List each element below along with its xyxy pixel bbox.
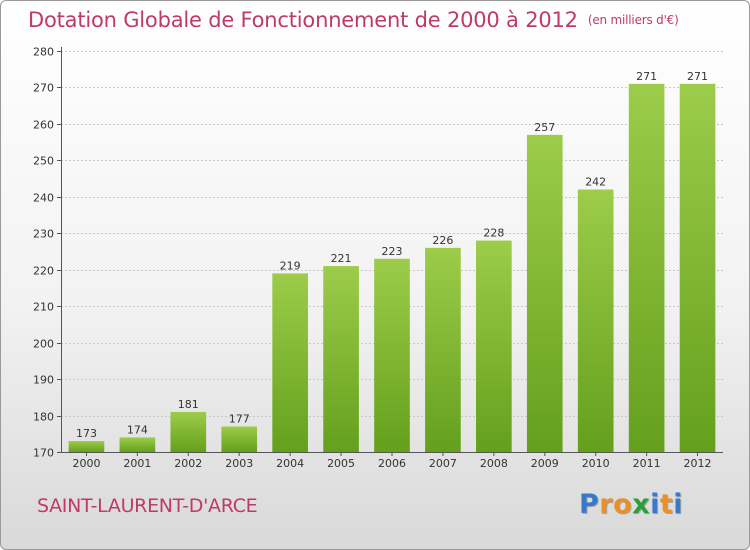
x-tick-label: 2008 [480,457,508,470]
bar-value-label: 242 [585,176,606,189]
bar [221,426,258,452]
y-tick-label: 210 [33,301,54,314]
y-tick-label: 260 [33,119,54,132]
logo-letter: i [673,489,684,520]
y-tick-label: 250 [33,155,54,168]
x-tick-label: 2004 [276,457,304,470]
y-tick-label: 230 [33,228,54,241]
y-tick-label: 280 [33,46,54,59]
y-tick-label: 200 [33,338,54,351]
x-tick-label: 2009 [531,457,559,470]
axes: 170 180 190 200 210 220 230 240 250 260 270 280 2000… [33,46,723,470]
bar-value-label: 271 [687,70,708,83]
y-tick-label: 270 [33,82,54,95]
bar [476,240,512,452]
bar [628,83,665,453]
y-tick-label: 170 [33,447,54,460]
x-tick-label: 2011 [633,457,661,470]
commune-name: SAINT-LAURENT-D'ARCE [37,495,258,517]
bar-value-label: 219 [280,259,301,272]
chart-title-text: Dotation Globale de Fonctionnement de 20… [28,8,578,32]
logo-letter: x [632,489,651,520]
bar-value-label: 257 [534,121,555,134]
bar [119,437,156,452]
y-tick-label: 180 [33,411,54,424]
logo-letter: P [579,489,600,520]
bar-value-label: 221 [331,252,352,265]
logo-letter: t [659,489,674,520]
bar-value-label: 226 [432,234,453,247]
x-tick-label: 2000 [72,457,100,470]
bar-value-label: 173 [76,427,97,440]
x-tick-label: 2002 [174,457,202,470]
bar-value-label: 181 [178,398,199,411]
x-tick-label: 2005 [327,457,355,470]
y-tick-label: 190 [33,374,54,387]
bar [323,266,359,452]
logo-letter: r [599,489,614,520]
bar-value-label: 271 [636,70,657,83]
labels: 173 174 181 177 219 221 223 226 228 257 242 271 271 [76,70,708,440]
x-tick-label: 2007 [429,457,457,470]
x-tick-label: 2010 [582,457,610,470]
bar [526,134,563,452]
bar-value-label: 223 [382,245,403,258]
bar [170,411,207,452]
x-tick-label: 2001 [123,457,151,470]
bar-value-label: 228 [483,227,504,240]
bar [272,273,308,452]
bar [68,441,105,452]
logo-letter: o [613,489,633,520]
bar [577,189,614,452]
y-tick-label: 220 [33,265,54,278]
unit-note: (en milliers d'€) [587,13,679,27]
proxiti-logo: Proxiti [579,489,683,520]
x-tick-label: 2006 [378,457,406,470]
bar [679,83,716,453]
x-tick-label: 2012 [684,457,712,470]
bar-value-label: 177 [229,412,250,425]
bar-value-label: 174 [127,423,148,436]
bars [68,83,716,453]
y-tick-label: 240 [33,192,54,205]
logo-letter: i [650,489,660,520]
chart-title: Dotation Globale de Fonctionnement de 20… [28,8,679,32]
x-tick-label: 2003 [225,457,253,470]
bar [425,247,461,452]
bar [374,258,410,452]
